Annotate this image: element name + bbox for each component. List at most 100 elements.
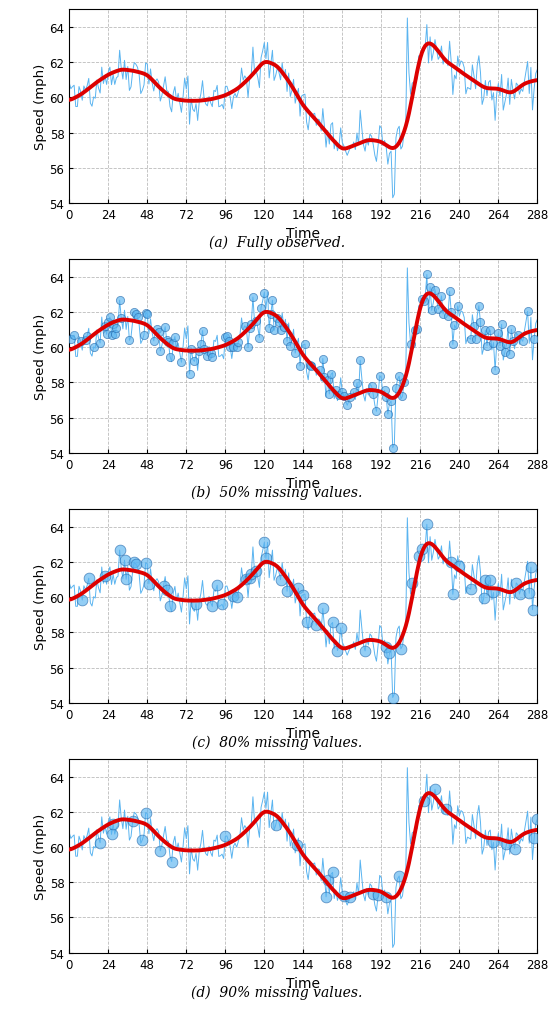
Point xyxy=(395,369,404,385)
Point xyxy=(530,331,538,347)
Point xyxy=(247,567,256,583)
Point xyxy=(470,318,479,334)
Point xyxy=(96,335,105,352)
Point xyxy=(150,333,158,350)
Point xyxy=(502,336,511,353)
Point xyxy=(418,291,427,308)
Point xyxy=(425,279,434,296)
Point xyxy=(356,353,365,369)
Point xyxy=(133,310,142,326)
Point xyxy=(224,334,233,351)
Point xyxy=(307,359,316,375)
Point xyxy=(107,826,116,843)
Point xyxy=(192,596,201,612)
Point xyxy=(162,583,171,599)
Point xyxy=(474,299,483,315)
Point xyxy=(340,888,348,904)
Point xyxy=(422,517,431,533)
Point xyxy=(221,329,230,345)
Point xyxy=(223,328,232,344)
Point xyxy=(299,587,308,603)
Point xyxy=(279,319,288,335)
Point xyxy=(225,339,234,356)
Point xyxy=(507,322,516,338)
Point xyxy=(430,782,439,798)
Point xyxy=(414,548,423,565)
Point xyxy=(515,586,524,602)
Point xyxy=(197,336,206,353)
Point xyxy=(177,355,186,371)
Y-axis label: Speed (mph): Speed (mph) xyxy=(34,564,47,649)
Point xyxy=(78,592,86,608)
Point xyxy=(338,385,347,401)
Point xyxy=(70,328,79,344)
Point xyxy=(322,889,331,905)
Point xyxy=(510,841,519,857)
Text: (b)  50% missing values.: (b) 50% missing values. xyxy=(191,485,363,500)
Point xyxy=(200,341,209,358)
Point xyxy=(125,333,134,350)
Point xyxy=(120,552,129,569)
Point xyxy=(166,350,175,366)
Point xyxy=(240,318,249,334)
Point xyxy=(244,339,253,356)
Point xyxy=(218,596,227,612)
Point xyxy=(335,387,343,404)
Point xyxy=(221,828,230,845)
Point xyxy=(388,440,397,457)
Point xyxy=(283,334,291,351)
Point xyxy=(159,579,168,595)
Point xyxy=(112,320,121,336)
Point xyxy=(373,888,382,904)
Point xyxy=(392,380,401,396)
X-axis label: Time: Time xyxy=(286,727,320,741)
Point xyxy=(187,341,196,358)
Point xyxy=(274,315,283,331)
Point xyxy=(382,889,391,905)
Point xyxy=(145,576,153,592)
Point xyxy=(418,541,427,557)
Point xyxy=(268,292,277,309)
Point xyxy=(466,582,475,598)
Point xyxy=(444,308,453,324)
Point xyxy=(430,282,439,299)
Point xyxy=(533,811,542,827)
Point xyxy=(419,293,428,310)
Point xyxy=(496,338,505,355)
Point xyxy=(486,573,495,589)
Point xyxy=(382,389,391,406)
Point xyxy=(162,333,171,350)
Point xyxy=(494,326,503,342)
Point xyxy=(326,367,335,383)
Point xyxy=(115,292,124,309)
Point xyxy=(96,835,105,851)
Point xyxy=(383,407,392,423)
Point xyxy=(294,581,303,597)
Point xyxy=(453,299,462,315)
Point xyxy=(398,388,407,405)
Point xyxy=(528,602,537,619)
Point xyxy=(455,558,464,575)
Point xyxy=(257,301,265,317)
Point xyxy=(105,310,114,326)
Point xyxy=(76,334,85,351)
Point xyxy=(408,575,417,591)
Point xyxy=(419,793,428,809)
Point xyxy=(107,327,116,343)
Point xyxy=(252,562,260,579)
Point xyxy=(481,573,490,589)
Text: (a)  Fully observed.: (a) Fully observed. xyxy=(209,235,345,251)
Point xyxy=(369,887,378,903)
Point xyxy=(450,318,459,334)
Point xyxy=(208,350,217,366)
Point xyxy=(270,323,279,339)
Point xyxy=(526,559,535,576)
Point xyxy=(380,383,389,399)
Point xyxy=(489,585,498,601)
Point xyxy=(283,584,291,600)
Point xyxy=(247,317,256,333)
Point xyxy=(245,321,254,337)
Point xyxy=(271,817,280,834)
Point xyxy=(476,315,485,331)
Point xyxy=(411,322,420,338)
